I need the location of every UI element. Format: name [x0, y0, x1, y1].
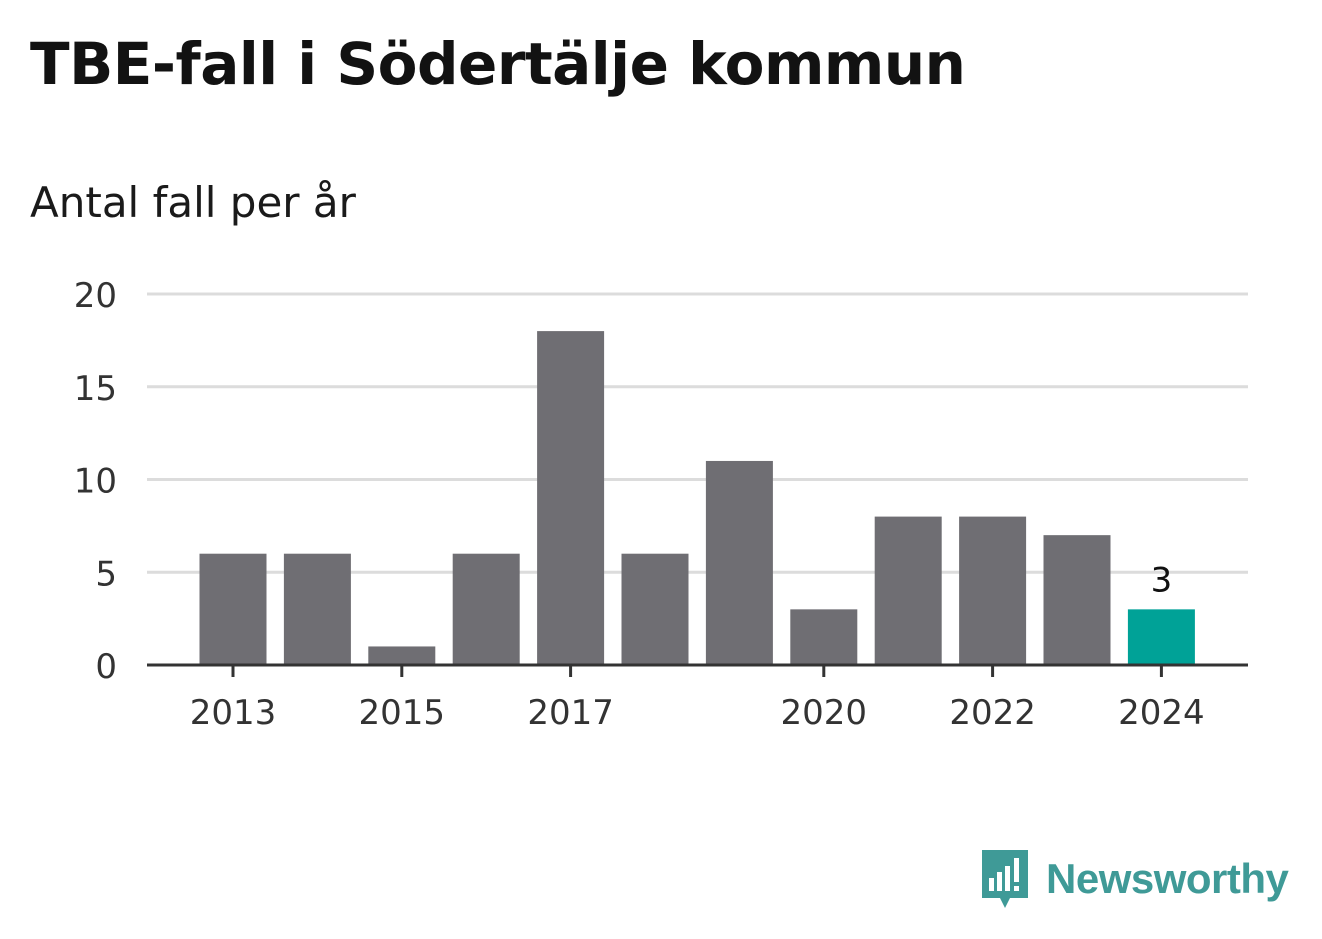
chart-title: TBE-fall i Södertälje kommun	[30, 30, 966, 98]
newsworthy-bar-chart-icon	[982, 850, 1028, 908]
bar-2022	[959, 516, 1027, 665]
bar-2016	[452, 553, 520, 665]
bar-2021	[874, 516, 942, 665]
bar-2023	[1043, 535, 1111, 665]
bar-2013	[199, 553, 267, 665]
bar-2019	[705, 460, 773, 665]
bar-2024	[1127, 609, 1195, 665]
brand-name: Newsworthy	[1046, 855, 1289, 902]
y-tick-label: 10	[74, 462, 117, 502]
x-tick-label: 2013	[190, 693, 277, 733]
bar-2015	[368, 646, 436, 665]
x-tick-label: 2020	[781, 693, 868, 733]
y-tick-label: 0	[95, 647, 117, 687]
bar-2014	[283, 553, 351, 665]
data-label-2024: 3	[1151, 560, 1173, 600]
y-tick-label: 20	[74, 276, 117, 316]
bar-2018	[621, 553, 689, 665]
x-tick-label: 2022	[949, 693, 1036, 733]
bar-2017	[537, 331, 605, 665]
y-tick-label: 5	[95, 554, 117, 594]
chart-subtitle: Antal fall per år	[30, 178, 356, 227]
x-tick-label: 2017	[527, 693, 614, 733]
y-tick-label: 15	[74, 369, 117, 409]
brand-logo: Newsworthy	[980, 848, 1289, 910]
bar-2020	[790, 609, 858, 665]
x-tick-label: 2024	[1118, 693, 1205, 733]
x-tick-label: 2015	[359, 693, 446, 733]
